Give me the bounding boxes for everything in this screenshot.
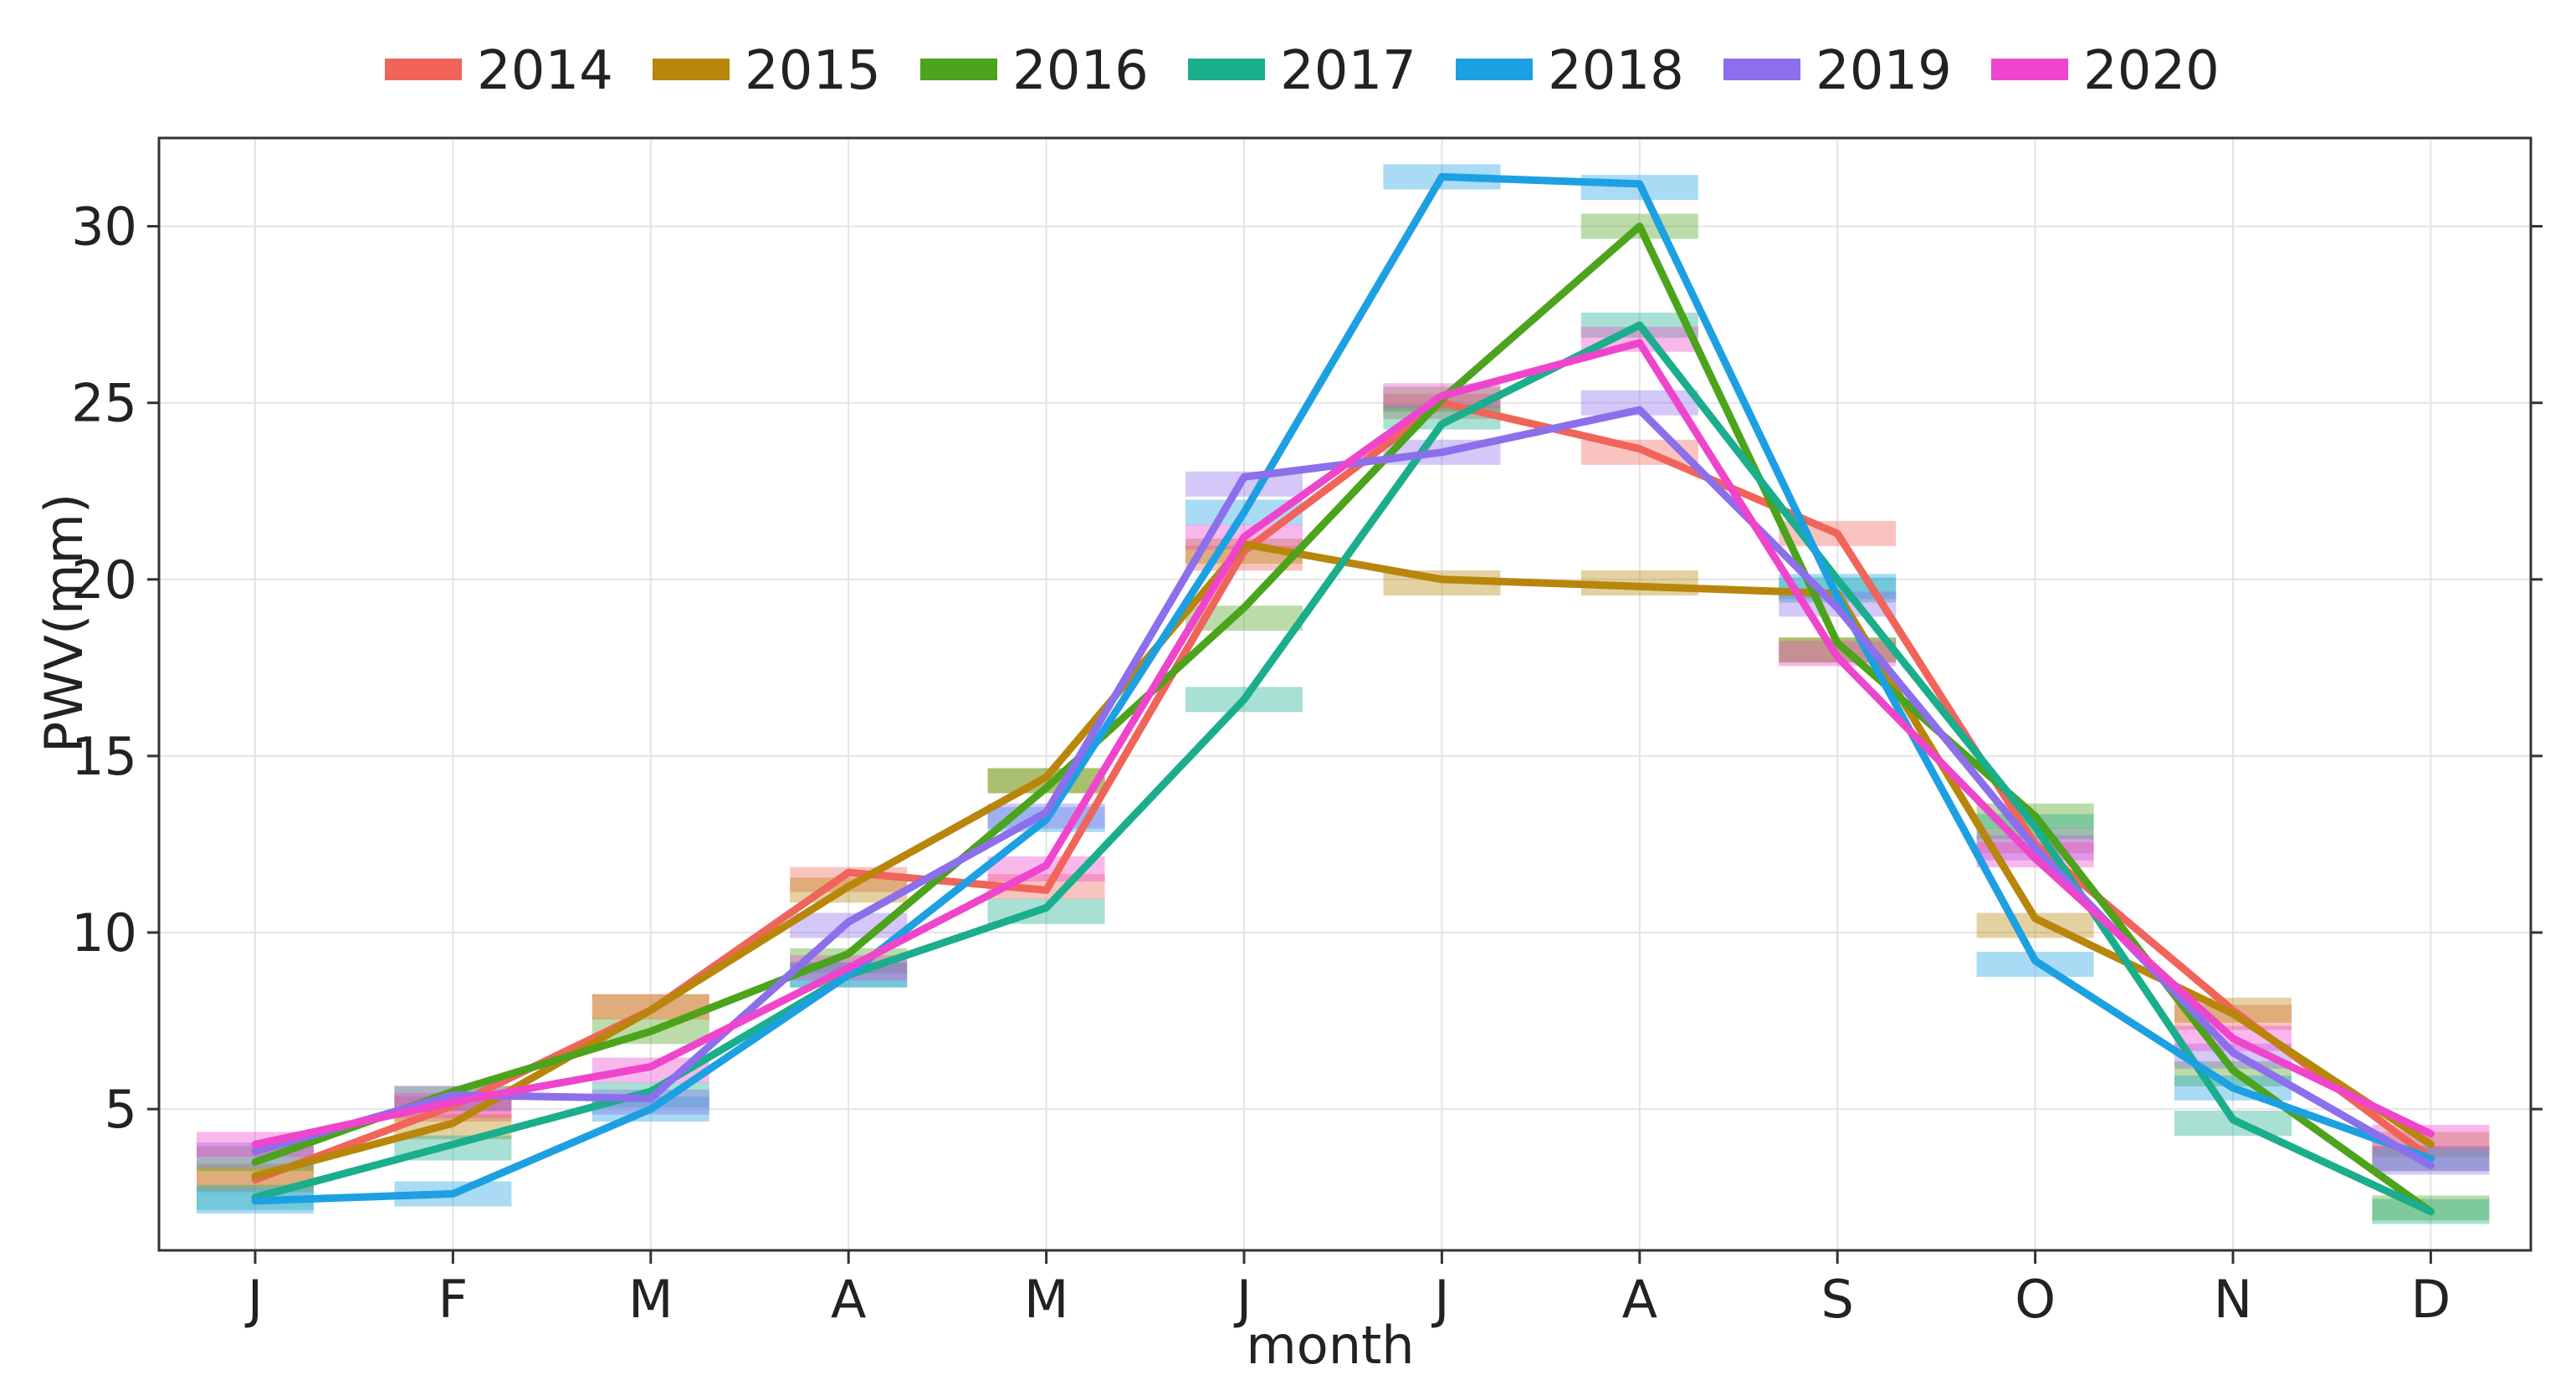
legend-swatch-2014	[385, 59, 462, 80]
y-tick-label: 10	[71, 902, 137, 963]
y-tick-label: 20	[71, 549, 137, 611]
series-line-2016	[251, 222, 2435, 1216]
legend-label-2018: 2018	[1548, 40, 1684, 102]
x-tick-label: S	[1821, 1269, 1854, 1330]
x-tick-label: D	[2411, 1269, 2451, 1330]
legend-label-2015: 2015	[745, 40, 881, 102]
y-axis-title: PWV(mm)	[33, 493, 95, 753]
plot-area-border	[157, 136, 2532, 1252]
legend-swatch-2018	[1456, 59, 1533, 80]
legend-swatch-2015	[653, 59, 730, 80]
series-line-2018	[251, 172, 2435, 1205]
legend: 2014 2015 2016 2017 2018 2019 2020	[385, 40, 2220, 102]
legend-swatch-2017	[1188, 59, 1265, 80]
x-tick-label: M	[1024, 1269, 1069, 1330]
legend-swatch-2016	[920, 59, 997, 80]
series-line-2014	[251, 399, 2435, 1184]
legend-label-2014: 2014	[477, 40, 613, 102]
legend-swatch-2019	[1723, 59, 1800, 80]
x-tick-label: F	[438, 1269, 469, 1330]
y-tick-label: 5	[105, 1079, 137, 1140]
series-lines	[251, 172, 2435, 1216]
x-tick-label: A	[1622, 1269, 1657, 1330]
y-tick-label: 30	[71, 197, 137, 258]
x-tick-label: N	[2214, 1269, 2252, 1330]
y-tick-label: 25	[71, 373, 137, 434]
x-axis-title: month	[1246, 1315, 1414, 1376]
legend-label-2019: 2019	[1815, 40, 1952, 102]
legend-label-2020: 2020	[2083, 40, 2220, 102]
legend-label-2016: 2016	[1012, 40, 1149, 102]
series-line-2020	[251, 339, 2435, 1148]
legend-swatch-2020	[1991, 59, 2068, 80]
x-tick-label: J	[1431, 1269, 1449, 1330]
x-tick-label: J	[1233, 1269, 1252, 1330]
y-tick-label: 15	[71, 726, 137, 787]
x-tick-label: O	[2015, 1269, 2056, 1330]
legend-label-2017: 2017	[1280, 40, 1416, 102]
grid-lines	[159, 138, 2531, 1250]
x-tick-label: A	[831, 1269, 866, 1330]
x-tick-label: J	[244, 1269, 263, 1330]
y-axis: 5 10 15 20 25 30	[71, 197, 2543, 1140]
x-tick-label: M	[628, 1269, 673, 1330]
